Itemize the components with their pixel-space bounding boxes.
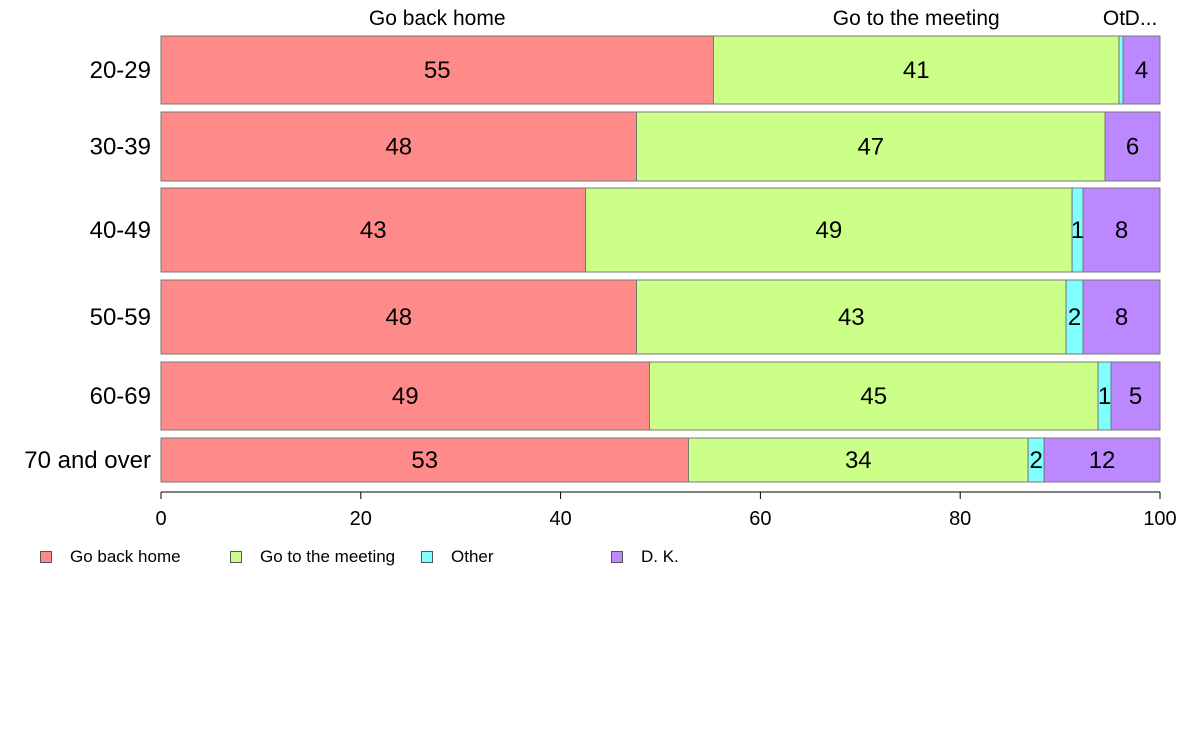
- data-label: 49: [392, 383, 419, 410]
- bar-segment: [1082, 279, 1161, 355]
- bar-segment: [1082, 187, 1161, 273]
- bar-segment: [160, 279, 638, 355]
- bar-segment: [687, 437, 1029, 483]
- data-label: 12: [1089, 447, 1116, 474]
- bar-row: 43 49 1 8: [160, 187, 1161, 273]
- y-axis-labels: 20-29 30-39 40-49 50-59 60-69 70 and over: [24, 57, 151, 474]
- data-label: 4: [1135, 57, 1148, 84]
- bar-segment: [649, 361, 1099, 431]
- legend-item-go-to-the-meeting: Go to the meeting: [230, 546, 395, 568]
- data-label: 43: [838, 304, 865, 331]
- bar-row: 55 41 4: [160, 35, 1161, 105]
- legend-swatch: [611, 551, 623, 563]
- x-tick-label: 60: [749, 508, 771, 530]
- legend-label: Go back home: [70, 547, 181, 566]
- plot-area: 55 41 448 47 643 49 1 848 43 2 849 45 1 553 34 2 12: [160, 35, 1161, 483]
- bar-segment: [1110, 361, 1161, 431]
- bar-segment: [636, 111, 1106, 182]
- bar-row: 49 45 1 5: [160, 361, 1161, 431]
- bar-segment: [160, 35, 714, 105]
- x-tick-label: 100: [1143, 508, 1176, 530]
- data-label: 34: [845, 447, 872, 474]
- bar-row: 53 34 2 12: [160, 437, 1161, 483]
- x-tick-label: 40: [549, 508, 571, 530]
- series-header-labels: Go back home Go to the meeting Ot D...: [369, 7, 1157, 30]
- legend-label: Go to the meeting: [260, 547, 396, 566]
- series-header-label: D...: [1125, 7, 1158, 30]
- y-tick-label: 40-49: [90, 217, 151, 244]
- x-tick-label: 80: [949, 508, 971, 530]
- x-tick-label: 20: [350, 508, 372, 530]
- bar-segment: [636, 279, 1067, 355]
- series-header-label: Ot: [1103, 7, 1125, 30]
- data-label: 8: [1115, 304, 1128, 331]
- data-label: 2: [1068, 304, 1081, 331]
- legend-item-dk: D. K.: [611, 546, 679, 568]
- y-tick-label: 50-59: [90, 304, 151, 331]
- bar-segment: [1104, 111, 1161, 182]
- x-tick-label: 0: [155, 508, 166, 530]
- series-header-label: Go to the meeting: [833, 7, 1000, 30]
- data-label: 55: [424, 57, 451, 84]
- legend-label: Other: [451, 547, 494, 566]
- bar-row: 48 43 2 8: [160, 279, 1161, 355]
- data-label: 1: [1071, 217, 1084, 244]
- bar-segment: [1118, 35, 1124, 105]
- legend-item-go-back-home: Go back home: [40, 546, 181, 568]
- legend-swatch: [421, 551, 433, 563]
- bar-segment: [160, 437, 689, 483]
- data-label: 47: [857, 134, 884, 161]
- legend-swatch: [230, 551, 242, 563]
- legend-swatch: [40, 551, 52, 563]
- data-label: 48: [385, 304, 412, 331]
- y-tick-label: 60-69: [90, 383, 151, 410]
- bar-segment: [160, 111, 638, 182]
- y-tick-label: 30-39: [90, 134, 151, 161]
- series-header-label: Go back home: [369, 7, 506, 30]
- data-label: 2: [1029, 447, 1042, 474]
- data-label: 41: [903, 57, 930, 84]
- legend-item-other: Other: [421, 546, 494, 568]
- data-label: 49: [815, 217, 842, 244]
- bar-segment: [712, 35, 1120, 105]
- data-label: 53: [411, 447, 438, 474]
- bar-row: 48 47 6: [160, 111, 1161, 182]
- y-tick-label: 20-29: [90, 57, 151, 84]
- data-label: 5: [1129, 383, 1142, 410]
- y-tick-label: 70 and over: [24, 447, 151, 474]
- data-label: 1: [1098, 383, 1111, 410]
- data-label: 8: [1115, 217, 1128, 244]
- x-axis: 0 20 40 60 80 100: [155, 491, 1177, 530]
- data-label: 43: [360, 217, 387, 244]
- data-label: 48: [385, 134, 412, 161]
- legend-label: D. K.: [641, 547, 679, 566]
- bar-segment: [585, 187, 1073, 273]
- data-label: 45: [860, 383, 887, 410]
- bar-segment: [1122, 35, 1161, 105]
- data-label: 6: [1126, 134, 1139, 161]
- bar-segment: [160, 187, 587, 273]
- legend: Go back home Go to the meeting Other D. …: [40, 546, 740, 568]
- bar-segment: [1043, 437, 1161, 483]
